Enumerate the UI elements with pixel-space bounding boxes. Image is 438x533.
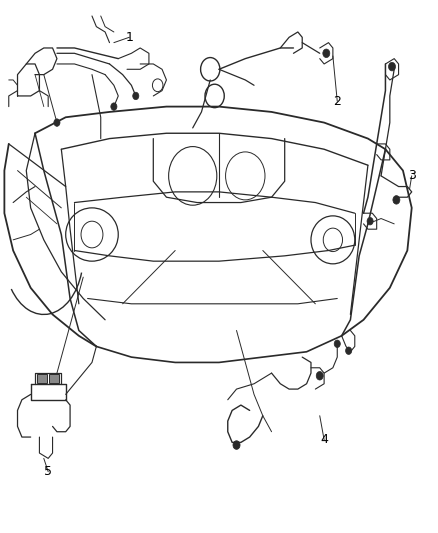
Circle shape xyxy=(334,340,340,348)
Circle shape xyxy=(133,92,139,100)
Circle shape xyxy=(54,119,60,126)
Circle shape xyxy=(393,196,400,204)
Text: 5: 5 xyxy=(44,465,52,478)
Text: 1: 1 xyxy=(125,31,133,44)
Text: 2: 2 xyxy=(333,95,341,108)
Circle shape xyxy=(367,217,373,225)
Bar xyxy=(49,374,59,383)
Circle shape xyxy=(316,372,323,380)
Circle shape xyxy=(389,62,396,71)
Circle shape xyxy=(233,441,240,449)
Text: 4: 4 xyxy=(320,433,328,446)
Text: 3: 3 xyxy=(408,169,416,182)
Circle shape xyxy=(323,49,330,58)
Circle shape xyxy=(346,347,352,354)
Bar xyxy=(37,374,47,383)
Circle shape xyxy=(111,103,117,110)
